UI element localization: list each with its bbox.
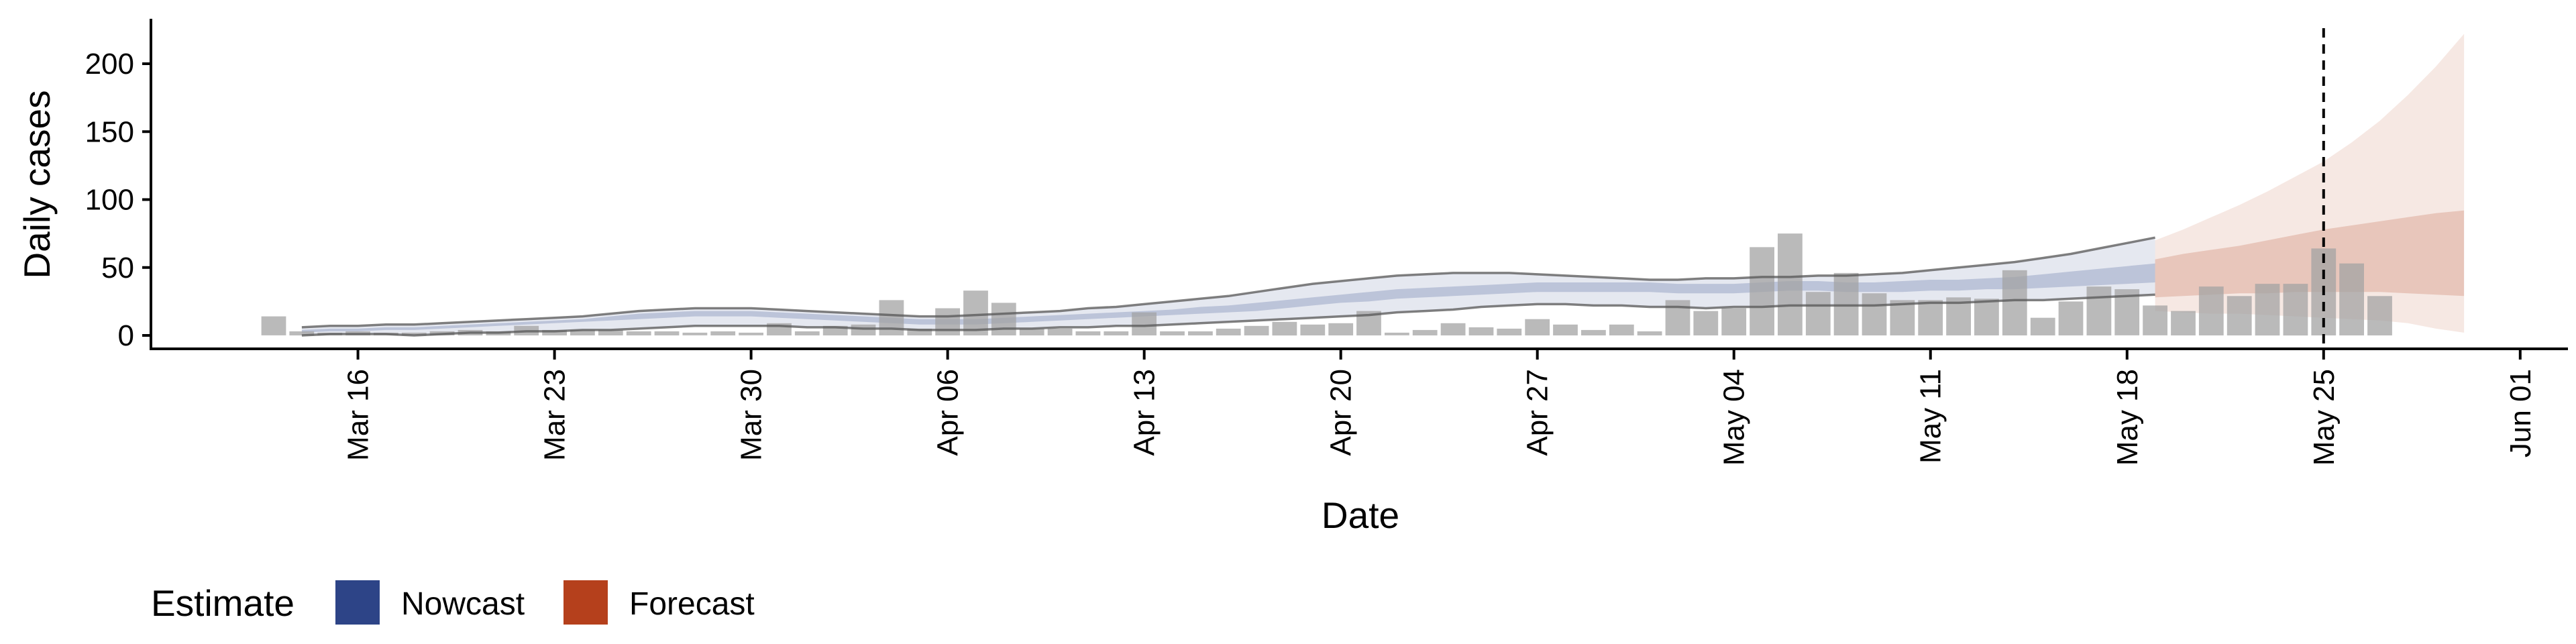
case-bar — [1300, 324, 1326, 335]
x-tick-label: Mar 30 — [735, 369, 768, 461]
case-bar — [1750, 247, 1774, 335]
case-bar — [2367, 296, 2392, 335]
case-bar — [907, 328, 932, 335]
case-bar — [991, 303, 1016, 335]
x-tick-label: May 04 — [1718, 369, 1751, 466]
case-bar — [2283, 284, 2308, 336]
x-tick-label: Apr 20 — [1325, 369, 1358, 456]
ribbons — [301, 34, 2465, 335]
ribbon-edges — [301, 236, 2155, 337]
legend-label-forecast: Forecast — [629, 586, 755, 622]
x-tick-label: May 11 — [1915, 369, 1947, 464]
case-bar — [1693, 311, 1719, 335]
x-tick-label: Apr 06 — [932, 369, 965, 456]
case-bar — [1833, 272, 1859, 335]
case-bar — [1047, 328, 1073, 335]
case-bar — [2198, 286, 2224, 335]
case-bar — [1272, 321, 1297, 336]
case-bar — [1412, 329, 1438, 335]
case-bar — [2002, 270, 2027, 335]
case-bar — [570, 329, 595, 335]
case-bar — [739, 332, 763, 335]
y-axis-title: Daily cases — [16, 90, 58, 278]
y-axis-ticks: 0 50 100 150 200 — [85, 48, 151, 352]
case-bars — [261, 233, 2392, 336]
case-bar — [626, 331, 651, 335]
y-tick-label: 50 — [101, 252, 134, 284]
case-bar — [851, 324, 876, 335]
x-axis-ticks: Mar 16 Mar 23 Mar 30 Apr 06 Apr 13 Apr 20 Apr … — [342, 349, 2537, 466]
case-bar — [1160, 331, 1185, 335]
case-bar — [1075, 331, 1101, 335]
case-bar — [2226, 296, 2252, 335]
case-bar — [1440, 323, 1466, 335]
case-bar — [935, 308, 960, 335]
x-tick-label: Apr 27 — [1521, 369, 1554, 456]
x-tick-label: Jun 01 — [2504, 369, 2537, 458]
case-bar — [2339, 263, 2364, 335]
x-tick-label: May 18 — [2111, 369, 2144, 466]
case-bar — [1497, 328, 1522, 335]
case-bar — [1328, 323, 1354, 335]
case-bar — [1637, 331, 1662, 335]
case-bar — [794, 331, 820, 335]
nowcast-outer-band — [301, 237, 2155, 335]
case-bar — [2086, 286, 2112, 335]
x-tick-label: Apr 13 — [1128, 369, 1161, 456]
case-bar — [1019, 328, 1044, 335]
case-bar — [1525, 319, 1550, 335]
legend-title: Estimate — [151, 582, 294, 624]
case-bar — [1778, 233, 1803, 335]
case-bar — [1553, 324, 1578, 335]
case-bar — [1721, 308, 1747, 335]
legend-label-nowcast: Nowcast — [401, 586, 525, 622]
case-bar — [2255, 284, 2280, 336]
case-bar — [963, 290, 988, 335]
y-tick-label: 150 — [85, 115, 134, 148]
case-bar — [1918, 300, 1943, 335]
legend-swatch-nowcast — [335, 580, 380, 625]
case-bar — [289, 331, 315, 335]
case-bar — [1665, 300, 1690, 335]
case-bar — [1805, 292, 1831, 335]
case-bar — [401, 332, 427, 335]
case-bar — [1132, 312, 1157, 335]
y-tick-label: 100 — [85, 184, 134, 217]
case-bar — [1216, 328, 1241, 335]
case-bar — [1609, 324, 1634, 335]
case-bar — [2030, 317, 2055, 335]
case-bar — [1385, 332, 1409, 335]
case-bar — [261, 316, 286, 335]
forecast-outer-band — [2155, 34, 2465, 333]
forecast-inner-band — [2155, 210, 2465, 298]
legend-swatch-forecast — [564, 580, 608, 625]
case-bar — [1890, 300, 1915, 335]
case-bar — [1188, 331, 1213, 335]
legend: Estimate Nowcast Forecast — [151, 580, 755, 625]
case-bar — [1104, 331, 1129, 335]
nowcast-upper-edge — [301, 236, 2155, 329]
case-bar — [1468, 327, 1494, 335]
x-tick-label: Mar 16 — [342, 369, 375, 461]
case-bar — [1862, 293, 1887, 335]
x-tick-label: Mar 23 — [539, 369, 572, 461]
case-bar — [598, 329, 623, 335]
x-axis-title: Date — [1322, 494, 1399, 536]
case-bar — [2171, 311, 2196, 335]
nowcast-inner-band — [301, 263, 2155, 333]
case-bar — [1244, 325, 1269, 335]
case-bar — [542, 329, 567, 335]
case-bar — [1581, 329, 1606, 335]
x-tick-label: May 25 — [2308, 369, 2341, 466]
case-bar — [2058, 301, 2084, 335]
nowcast-lower-edge — [301, 293, 2155, 337]
case-bar — [682, 332, 708, 335]
case-bar — [2143, 305, 2167, 335]
case-bar — [710, 331, 736, 335]
case-bar — [1974, 299, 1999, 335]
y-tick-label: 0 — [118, 319, 134, 352]
y-tick-label: 200 — [85, 48, 134, 80]
case-bar — [654, 331, 680, 335]
